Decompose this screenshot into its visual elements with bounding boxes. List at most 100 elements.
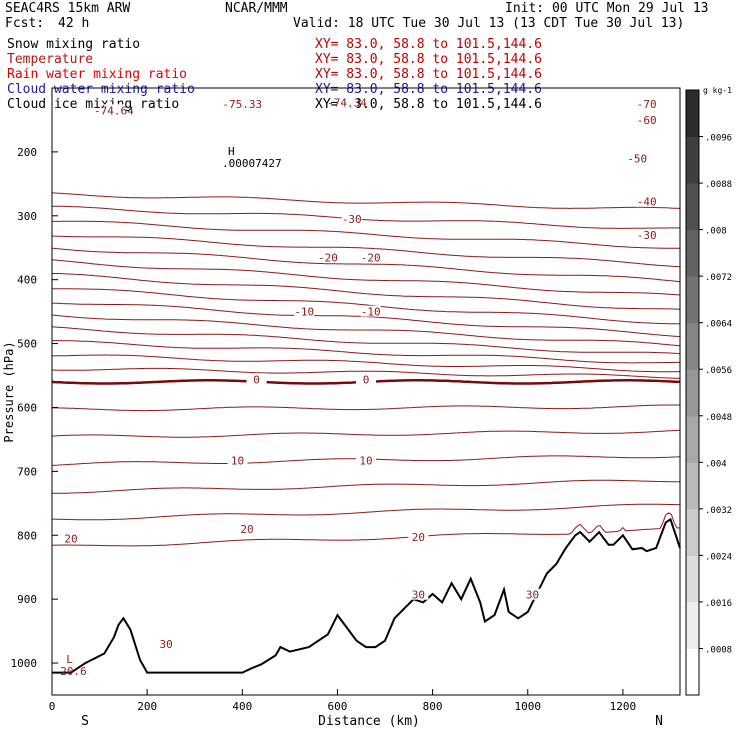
extremum-value-0: .00007427: [222, 157, 282, 170]
colorbar-segment-11: [686, 136, 699, 184]
field-rain-name: Rain water mixing ratio: [7, 67, 188, 82]
header-valid: Valid: 18 UTC Tue 30 Jul 13 (13 CDT Tue …: [293, 16, 685, 31]
field-snow-name: Snow mixing ratio: [7, 37, 141, 52]
colorbar-segment-2: [686, 555, 699, 603]
contour-label-13: 0: [253, 373, 260, 386]
contour-label-18: 20: [240, 523, 253, 536]
contour-label-0: -75.33: [222, 98, 262, 111]
contour-label-14: 0: [363, 373, 370, 386]
contour-line-1-0: [52, 205, 681, 229]
colorbar: .0096 .0088 .008 .0072 .0064 .0056 .0048 .004 .0…: [685, 89, 732, 696]
contour-line-12-0: [52, 354, 680, 373]
contour-label-12: -10: [361, 306, 381, 319]
contour-label-bg-18: [237, 522, 258, 534]
extrema-markers: H.00007427 L20.6: [60, 145, 281, 678]
terrain-line: [52, 517, 681, 674]
contour-line-20-0: [51, 512, 681, 547]
contour-label-bg-20: [156, 637, 177, 649]
contour-line-13-0: [51, 367, 681, 379]
colorbar-label-8: .0032: [705, 506, 732, 516]
colorbar-label-3: .0072: [705, 273, 732, 283]
x-tick-label-0: 0: [49, 700, 56, 713]
colorbar-label-7: .004: [705, 459, 727, 469]
extremum-value-1: 20.6: [60, 665, 87, 678]
contour-label-bg-11: [294, 305, 315, 317]
y-tick-label-4: 600: [17, 401, 37, 414]
colorbar-label-0: .0096: [705, 134, 732, 144]
contour-label-19: 20: [412, 531, 425, 544]
y-tick-label-5: 700: [17, 465, 37, 478]
terrain: [52, 517, 681, 674]
colorbar-segment-10: [686, 183, 699, 231]
contour-line-4-0: [51, 247, 681, 283]
contour-label-1: -74.64: [94, 104, 134, 117]
contour-label-bg-16: [356, 454, 376, 466]
temperature-contours: [51, 192, 681, 547]
contour-label-bg-5: [627, 152, 648, 164]
contour-label-bg-22: [522, 588, 543, 600]
field-cloud-xy: XY= 83.0, 58.8 to 101.5,144.6: [315, 82, 542, 97]
x-tick-label-4: 800: [423, 700, 443, 713]
contour-label-16: 10: [359, 455, 372, 468]
contour-line-10-0: [51, 326, 681, 355]
colorbar-segment-9: [686, 229, 699, 277]
header-model: SEAC4RS 15km ARW: [5, 1, 131, 16]
contour-label-7: -30: [342, 213, 362, 226]
contour-line-3-0: [51, 235, 681, 268]
colorbar-label-6: .0048: [705, 413, 732, 423]
y-tick-label-1: 300: [17, 210, 37, 223]
contour-labels: -75.33 -74.64 -74.34 -70 -60 -50 -40 -30 -30 -20 -…: [61, 96, 657, 651]
field-temp-name: Temperature: [7, 52, 94, 67]
colorbar-segment-4: [686, 462, 699, 510]
colorbar-segment-1: [686, 601, 699, 649]
x-axis-start-label: S: [81, 714, 89, 729]
field-cloud-name: Cloud water mixing ratio: [7, 82, 195, 97]
contour-label-2: -74.34: [327, 97, 367, 110]
contour-label-bg-8: [636, 228, 657, 240]
y-tick-label-6: 800: [17, 529, 37, 542]
colorbar-label-10: .0016: [705, 599, 732, 609]
colorbar-label-11: .0008: [705, 645, 732, 655]
contour-label-8: -30: [637, 229, 657, 242]
contour-label-bg-9: [317, 251, 338, 263]
contour-label-bg-10: [360, 251, 381, 263]
contour-label-bg-15: [227, 454, 248, 466]
plot-frame: [51, 87, 681, 696]
contour-label-6: -40: [637, 196, 657, 209]
colorbar-segment-12: [686, 90, 699, 138]
contour-line-5-0: [51, 259, 681, 296]
field-rain-xy: XY= 83.0, 58.8 to 101.5,144.6: [315, 67, 542, 82]
contour-label-bg-3: [636, 97, 657, 109]
header-center: NCAR/MMM: [225, 1, 288, 16]
header-fcst-value: 42 h: [58, 16, 90, 31]
y-tick-label-0: 200: [17, 146, 37, 159]
field-ice-xy: XY= 83.0, 58.8 to 101.5,144.6: [315, 97, 542, 112]
colorbar-segment-0: [686, 648, 699, 696]
contour-line-16-0: [51, 429, 681, 438]
colorbar-segment-8: [686, 276, 699, 324]
colorbar-label-1: .0088: [705, 180, 732, 190]
colorbar-segment-5: [686, 415, 699, 463]
extremum-type-0: H: [228, 145, 235, 158]
contour-line-6-0: [51, 272, 681, 310]
y-tick-label-3: 500: [17, 338, 37, 351]
header-fcst-label: Fcst:: [5, 16, 45, 31]
y-tick-label-8: 1000: [11, 657, 38, 670]
contour-line-11-0: [52, 340, 680, 364]
contour-label-bg-1: [103, 104, 124, 116]
x-axis-label: Distance (km): [318, 714, 420, 729]
x-tick-label-3: 600: [328, 700, 348, 713]
colorbar-segment-3: [686, 508, 699, 556]
contour-line-0-0: [51, 192, 681, 209]
colorbar-unit: g kg-1: [703, 86, 732, 95]
contour-label-bg-17: [61, 532, 82, 544]
x-tick-label-5: 1000: [515, 700, 542, 713]
y-tick-label-2: 400: [17, 274, 37, 287]
contour-line-2-0: [52, 220, 680, 249]
x-tick-label-2: 400: [232, 700, 252, 713]
contour-label-3: -70: [637, 98, 657, 111]
x-tick-label-6: 1200: [610, 700, 637, 713]
contour-label-bg-13: [246, 373, 267, 385]
x-tick-label-1: 200: [137, 700, 157, 713]
contour-label-bg-6: [636, 195, 657, 207]
